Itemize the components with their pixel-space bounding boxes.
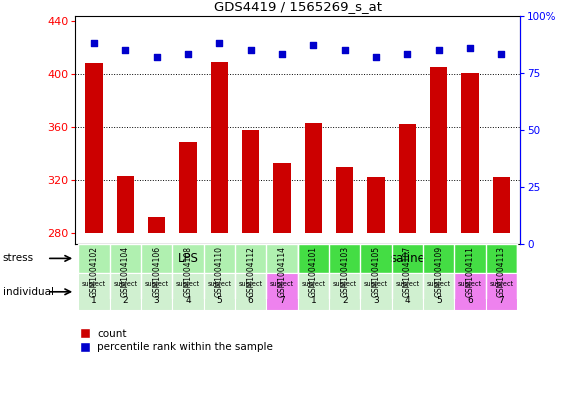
Point <box>214 40 224 46</box>
Bar <box>242 130 260 233</box>
Bar <box>110 273 141 310</box>
Text: GSM1004104: GSM1004104 <box>121 246 130 297</box>
Text: subject: subject <box>82 281 106 286</box>
Bar <box>235 273 266 310</box>
Point <box>183 51 192 58</box>
Text: 6: 6 <box>248 296 254 305</box>
Text: LPS: LPS <box>177 252 198 265</box>
Bar <box>430 68 447 233</box>
Text: GSM1004113: GSM1004113 <box>497 246 506 297</box>
Text: 2: 2 <box>342 296 347 305</box>
Text: GSM1004108: GSM1004108 <box>183 246 192 297</box>
Point <box>340 47 349 53</box>
Text: subject: subject <box>332 281 357 286</box>
Bar <box>392 273 423 310</box>
Bar <box>203 273 235 310</box>
Bar <box>172 273 203 310</box>
Bar <box>493 177 510 233</box>
Text: 5: 5 <box>216 296 222 305</box>
Bar <box>360 273 392 310</box>
Text: subject: subject <box>395 281 420 286</box>
Bar <box>368 177 384 233</box>
Title: GDS4419 / 1565269_s_at: GDS4419 / 1565269_s_at <box>214 0 381 13</box>
Text: 3: 3 <box>154 296 160 305</box>
Text: GSM1004109: GSM1004109 <box>434 246 443 297</box>
Text: GSM1004114: GSM1004114 <box>277 246 287 297</box>
Bar <box>461 73 479 233</box>
Text: individual: individual <box>3 287 54 297</box>
Text: subject: subject <box>458 281 482 286</box>
Point <box>121 47 130 53</box>
Bar <box>399 125 416 233</box>
Bar <box>305 123 322 233</box>
Text: 7: 7 <box>279 296 285 305</box>
Bar <box>298 244 517 273</box>
Point <box>497 51 506 58</box>
Text: 1: 1 <box>91 296 97 305</box>
Text: GSM1004103: GSM1004103 <box>340 246 349 297</box>
Bar <box>148 217 165 233</box>
Text: subject: subject <box>490 281 513 286</box>
Bar <box>78 244 298 273</box>
Text: stress: stress <box>3 253 34 263</box>
Text: 4: 4 <box>405 296 410 305</box>
Text: GSM1004112: GSM1004112 <box>246 246 255 297</box>
Point <box>309 42 318 48</box>
Bar <box>86 63 102 233</box>
Text: subject: subject <box>427 281 451 286</box>
Point <box>465 44 475 51</box>
Bar <box>141 273 172 310</box>
Bar <box>273 163 291 233</box>
Text: subject: subject <box>113 281 138 286</box>
Point <box>277 51 287 58</box>
Bar <box>336 167 353 233</box>
Text: subject: subject <box>176 281 200 286</box>
Text: 7: 7 <box>498 296 504 305</box>
Text: 2: 2 <box>123 296 128 305</box>
Text: GSM1004111: GSM1004111 <box>465 246 475 297</box>
Point <box>90 40 99 46</box>
Point <box>152 53 161 60</box>
Text: GSM1004107: GSM1004107 <box>403 246 412 297</box>
Bar <box>78 273 110 310</box>
Text: 5: 5 <box>436 296 442 305</box>
Point <box>434 47 443 53</box>
Bar <box>329 273 360 310</box>
Bar <box>266 273 298 310</box>
Bar <box>117 176 134 233</box>
Legend: count, percentile rank within the sample: count, percentile rank within the sample <box>80 329 273 353</box>
Bar <box>179 141 197 233</box>
Text: subject: subject <box>144 281 169 286</box>
Text: GSM1004101: GSM1004101 <box>309 246 318 297</box>
Text: GSM1004102: GSM1004102 <box>90 246 98 297</box>
Bar <box>211 62 228 233</box>
Bar <box>454 273 486 310</box>
Bar <box>423 273 454 310</box>
Text: subject: subject <box>301 281 325 286</box>
Text: saline: saline <box>390 252 425 265</box>
Point <box>372 53 381 60</box>
Text: subject: subject <box>270 281 294 286</box>
Bar <box>298 273 329 310</box>
Text: GSM1004110: GSM1004110 <box>215 246 224 297</box>
Text: subject: subject <box>364 281 388 286</box>
Text: 6: 6 <box>467 296 473 305</box>
Text: 1: 1 <box>310 296 316 305</box>
Text: GSM1004106: GSM1004106 <box>152 246 161 297</box>
Text: subject: subject <box>208 281 231 286</box>
Text: GSM1004105: GSM1004105 <box>372 246 380 297</box>
Text: subject: subject <box>239 281 263 286</box>
Point <box>403 51 412 58</box>
Text: 3: 3 <box>373 296 379 305</box>
Point <box>246 47 255 53</box>
Text: 4: 4 <box>185 296 191 305</box>
Bar <box>486 273 517 310</box>
